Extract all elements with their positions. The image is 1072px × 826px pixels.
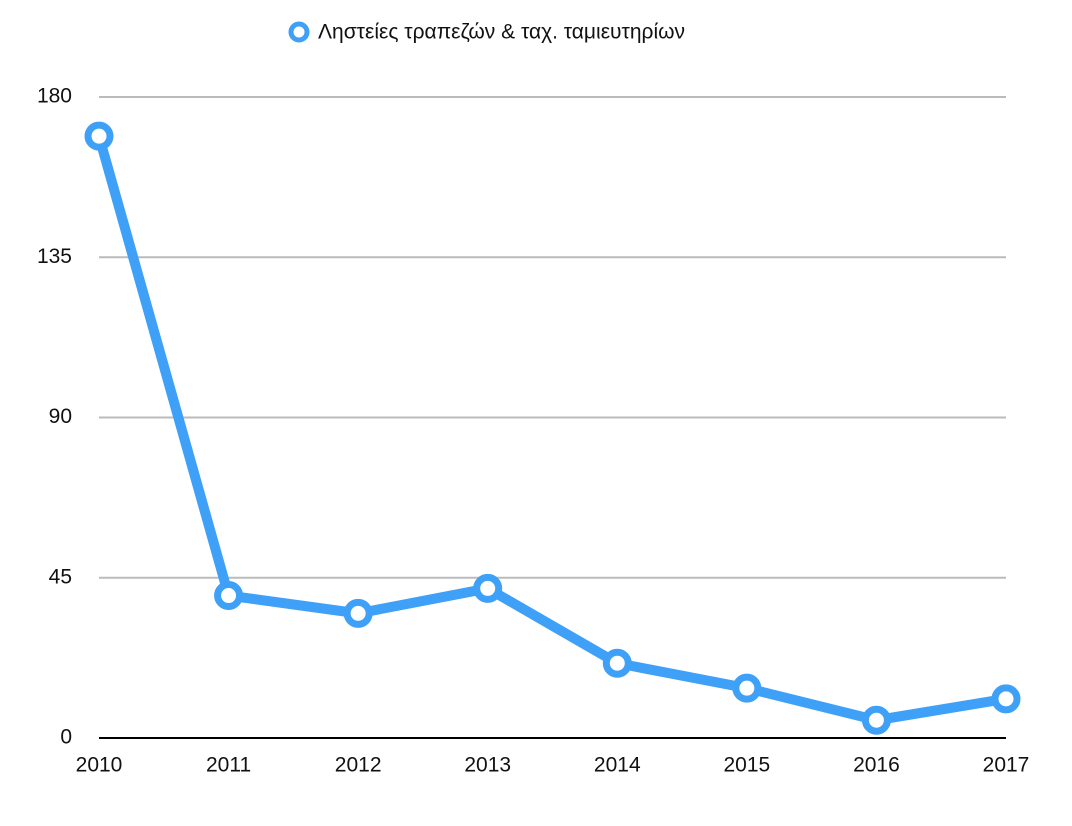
y-tick-label: 135	[37, 245, 72, 268]
marker	[84, 121, 114, 151]
y-tick-label: 0	[60, 726, 72, 749]
marker	[214, 581, 244, 611]
x-tick-label: 2011	[206, 754, 251, 777]
x-tick-label: 2014	[594, 754, 641, 777]
marker	[473, 573, 503, 603]
legend: Ληστείες τραπεζών & ταχ. ταμιευτηρίων	[288, 21, 685, 44]
y-tick-label: 45	[49, 565, 72, 588]
y-tick-label: 90	[49, 405, 72, 428]
x-tick-label: 2015	[723, 754, 770, 777]
y-tick-label: 180	[37, 85, 72, 108]
legend-marker	[288, 21, 310, 43]
line	[94, 131, 1011, 726]
x-tick-label: 2012	[335, 754, 382, 777]
legend-label: Ληστείες τραπεζών & ταχ. ταμιευτηρίων	[318, 21, 685, 44]
x-tick-label: 2013	[464, 754, 511, 777]
x-tick-label: 2010	[76, 754, 123, 777]
marker	[991, 684, 1021, 714]
marker	[602, 648, 632, 678]
marker	[732, 673, 762, 703]
marker	[343, 598, 373, 628]
marker	[861, 705, 891, 735]
x-tick-label: 2017	[983, 754, 1030, 777]
x-tick-label: 2016	[853, 754, 900, 777]
